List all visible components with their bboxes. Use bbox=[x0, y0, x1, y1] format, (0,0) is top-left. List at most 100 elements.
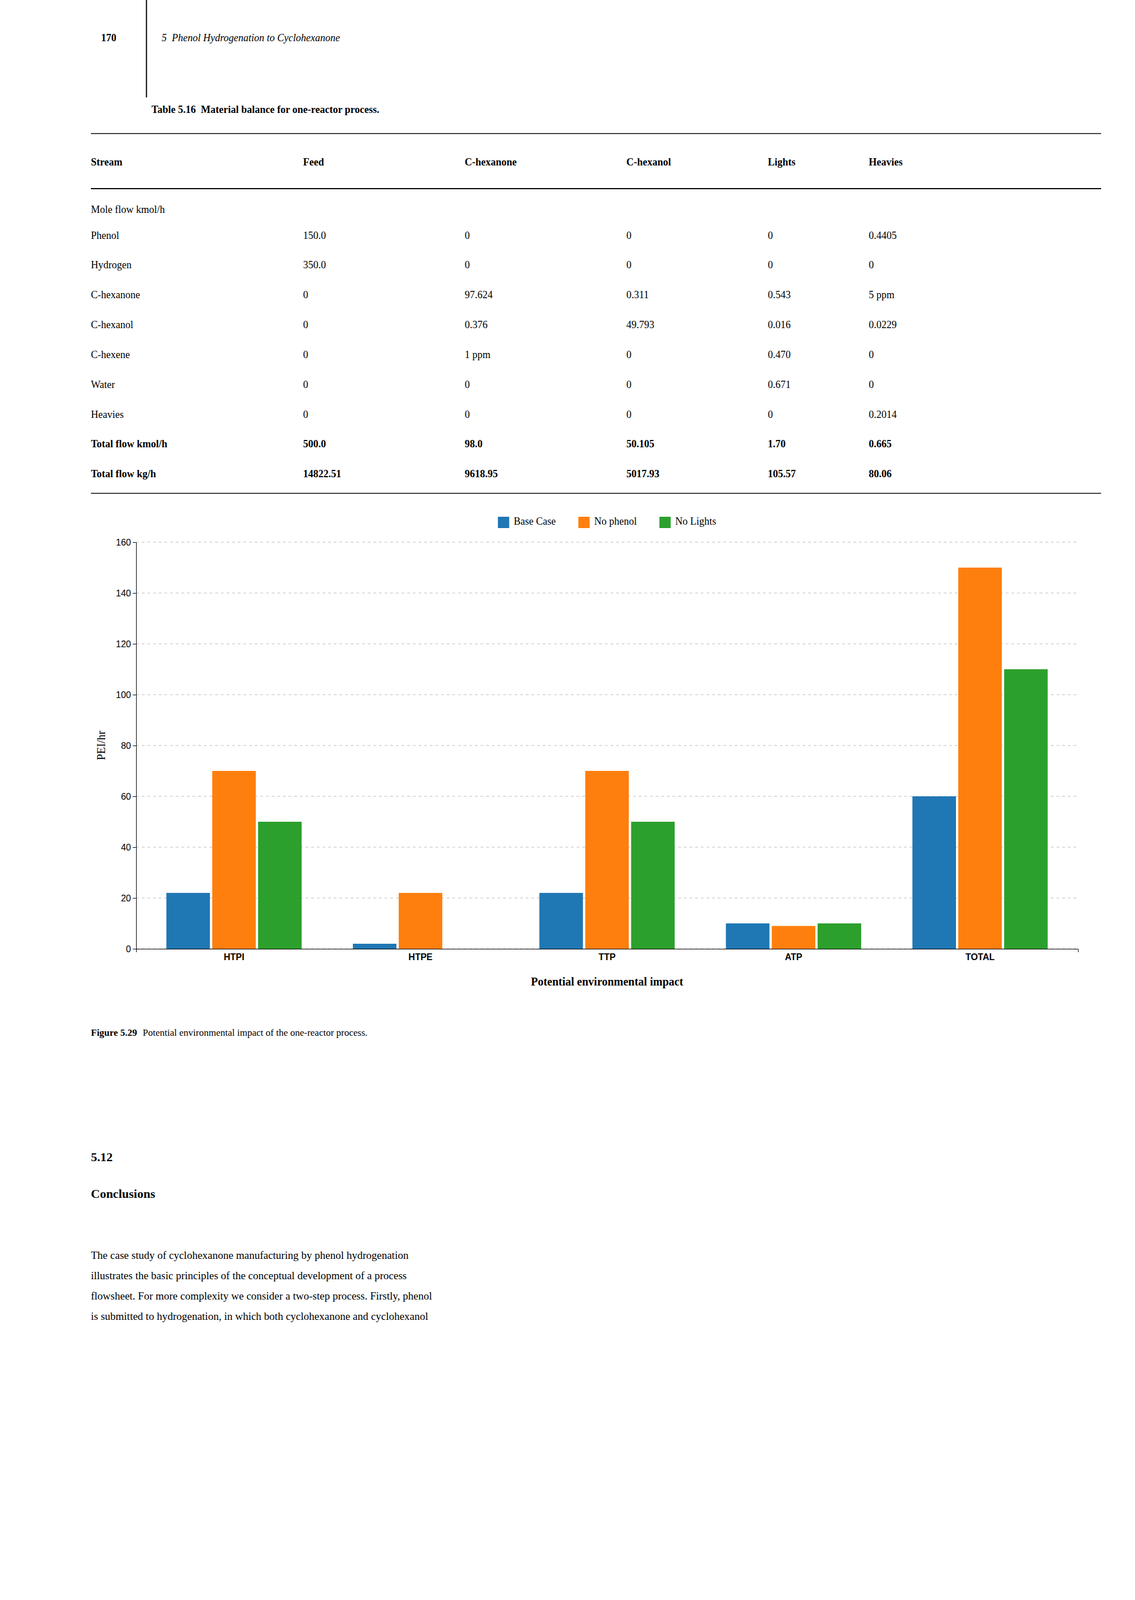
bar-series bbox=[258, 669, 1048, 949]
table-cell: 0.0229 bbox=[869, 319, 898, 331]
x-tick: ATP bbox=[784, 952, 803, 962]
table-cell: 0 bbox=[869, 348, 875, 361]
bar bbox=[585, 770, 629, 949]
legend: Base Case No phenol No Lights bbox=[498, 515, 717, 528]
x-tick: TOTAL bbox=[965, 952, 995, 962]
axis-domain bbox=[136, 949, 1079, 953]
x-tick: HTPE bbox=[408, 952, 433, 962]
bar bbox=[817, 923, 862, 949]
plot-area: 020406080100120140160HTPIHTPETTPATPTOTAL bbox=[115, 537, 1078, 963]
table-rule bbox=[90, 492, 1102, 495]
bar bbox=[958, 567, 1002, 949]
table-cell: 0 bbox=[303, 289, 309, 301]
table-header: C-hexanol bbox=[626, 156, 671, 168]
table-cell: 98.0 bbox=[464, 438, 483, 450]
table-cell: 0 bbox=[626, 378, 632, 391]
table: StreamFeedC-hexanoneC-hexanolLightsHeavi… bbox=[90, 133, 1102, 494]
y-tick: 120 bbox=[115, 639, 137, 649]
table-cell: 0 bbox=[464, 378, 470, 391]
bar bbox=[212, 770, 256, 949]
legend-swatch bbox=[659, 516, 671, 528]
grid-line bbox=[136, 592, 1078, 594]
legend-label: Base Case bbox=[513, 515, 556, 527]
table-header: Feed bbox=[303, 156, 325, 168]
table-cell: 1.70 bbox=[767, 438, 787, 450]
y-axis-title: PEI/hr bbox=[94, 730, 108, 761]
tick-label: HTPI bbox=[223, 952, 244, 962]
bar bbox=[352, 943, 397, 949]
y-tick: 160 bbox=[115, 537, 137, 548]
table-cell: Water bbox=[90, 378, 116, 391]
table-cell: Heavies bbox=[90, 408, 124, 421]
table-cell: 14822.51 bbox=[303, 468, 342, 480]
table-cell: Total flow kmol/h bbox=[90, 438, 168, 450]
tick-label: 60 bbox=[120, 791, 132, 802]
tick-label: ATP bbox=[784, 952, 803, 962]
legend-label: No phenol bbox=[594, 515, 637, 527]
legend-item: Base Case bbox=[498, 515, 556, 528]
chapter-header: 5 Phenol Hydrogenation to Cyclohexanone bbox=[161, 32, 340, 44]
legend-swatch bbox=[498, 516, 510, 528]
section-title: Conclusions bbox=[90, 1186, 156, 1201]
table-cell: 0 bbox=[303, 319, 309, 331]
grid-line bbox=[136, 542, 1078, 543]
tick-mark bbox=[132, 643, 137, 645]
table-cell: 0 bbox=[303, 348, 309, 361]
table-cell: 97.624 bbox=[464, 289, 493, 301]
y-tick: 100 bbox=[115, 690, 137, 700]
table-cell: 80.06 bbox=[869, 468, 893, 480]
tick-mark bbox=[132, 694, 137, 696]
table-cell: 0 bbox=[767, 229, 774, 242]
table-cell: 0 bbox=[626, 348, 632, 361]
tick-label: TOTAL bbox=[965, 952, 995, 962]
y-tick: 40 bbox=[120, 842, 137, 853]
tick-label: TTP bbox=[598, 952, 617, 962]
bar bbox=[631, 821, 675, 949]
tick-label: 100 bbox=[115, 690, 132, 700]
section-number: 5.12 bbox=[90, 1149, 113, 1164]
table-cell: 0.470 bbox=[767, 348, 792, 361]
bar bbox=[725, 923, 770, 949]
table-header: Heavies bbox=[869, 156, 903, 168]
table-cell: 0 bbox=[767, 259, 774, 271]
figure-caption: Figure 5.29Potential environmental impac… bbox=[90, 1027, 368, 1038]
grid-line bbox=[136, 643, 1078, 645]
bar bbox=[166, 892, 211, 949]
page-number: 170 bbox=[101, 32, 117, 44]
tick-mark bbox=[132, 796, 137, 797]
table-cell: 1 ppm bbox=[464, 348, 491, 361]
table-cell: C-hexene bbox=[90, 348, 130, 361]
table-cell: 0 bbox=[464, 229, 470, 242]
table-cell: 0.376 bbox=[464, 319, 488, 331]
table-cell: 0 bbox=[303, 378, 309, 391]
table-header: Stream bbox=[90, 156, 123, 168]
page-header: 170 5 Phenol Hydrogenation to Cyclohexano… bbox=[101, 0, 380, 116]
tick-label: 140 bbox=[115, 588, 132, 598]
x-axis-title: Potential environmental impact bbox=[530, 975, 684, 989]
y-tick: 20 bbox=[120, 893, 137, 903]
x-axis: HTPI HTPE TTP ATP TOTAL bbox=[136, 949, 1079, 963]
table-cell: C-hexanol bbox=[90, 319, 134, 331]
bars bbox=[166, 567, 1049, 949]
bar bbox=[1003, 669, 1048, 949]
table-cell: C-hexanone bbox=[90, 289, 141, 301]
table-cell: 0 bbox=[626, 229, 632, 242]
grid-line bbox=[136, 745, 1078, 746]
table-cell: 0.016 bbox=[767, 319, 792, 331]
table-cell: 0 bbox=[626, 259, 632, 271]
table-cell: Total flow kg/h bbox=[90, 468, 156, 480]
y-tick: 140 bbox=[115, 588, 137, 598]
table-cell: 500.0 bbox=[303, 438, 327, 450]
body-line: The case study of cyclohexanone manufact… bbox=[90, 1249, 409, 1261]
table-cell: 0 bbox=[869, 378, 875, 391]
chart: 020406080100120140160HTPIHTPETTPATPTOTAL… bbox=[94, 515, 1079, 988]
legend-label: No Lights bbox=[675, 515, 717, 527]
table-cell: 0 bbox=[303, 408, 309, 421]
table-cell: 0 bbox=[626, 408, 632, 421]
page: 170 5 Phenol Hydrogenation to Cyclohexano… bbox=[0, 0, 1135, 1600]
tick-mark bbox=[132, 948, 137, 950]
table-cell: 0.311 bbox=[626, 289, 649, 301]
table-cell: Phenol bbox=[90, 229, 120, 242]
bar bbox=[398, 892, 443, 949]
table-cell: 0.4405 bbox=[869, 229, 898, 242]
